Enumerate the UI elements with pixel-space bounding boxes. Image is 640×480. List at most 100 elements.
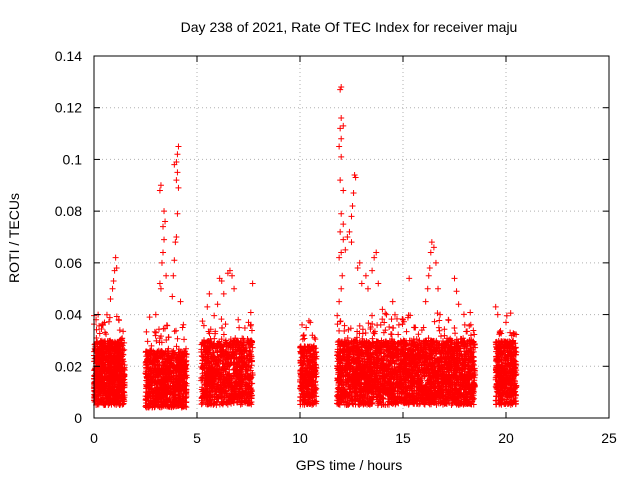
data-point	[116, 327, 123, 334]
data-point	[119, 335, 126, 342]
data-point	[99, 367, 106, 374]
data-point	[120, 328, 127, 335]
grid	[94, 56, 609, 418]
data-point	[179, 348, 186, 355]
data-point	[97, 339, 104, 346]
data-point	[153, 337, 160, 344]
data-point	[98, 396, 105, 403]
data-point	[105, 318, 112, 325]
data-point	[98, 325, 105, 332]
data-point	[103, 311, 110, 318]
data-point	[236, 324, 243, 331]
data-point	[108, 364, 115, 371]
roti-series	[91, 84, 520, 411]
data-point	[301, 335, 308, 342]
data-point	[92, 355, 99, 362]
data-point	[120, 400, 127, 407]
data-point	[248, 327, 255, 334]
data-point	[115, 349, 122, 356]
data-point	[463, 328, 470, 335]
data-point	[183, 345, 190, 352]
data-point	[171, 328, 178, 335]
data-point	[382, 310, 389, 317]
data-point	[431, 318, 438, 325]
data-point	[100, 383, 107, 390]
data-point	[163, 337, 170, 344]
data-point	[155, 326, 162, 333]
data-point	[99, 376, 106, 383]
data-point	[96, 322, 103, 329]
data-point	[118, 335, 125, 342]
data-point	[92, 371, 99, 378]
data-point	[97, 359, 104, 366]
data-point	[91, 392, 98, 399]
data-point	[117, 352, 124, 359]
data-point	[241, 325, 248, 332]
data-point	[370, 329, 377, 336]
data-point	[222, 321, 229, 328]
data-point	[300, 331, 307, 338]
data-point	[471, 331, 478, 338]
data-point	[247, 309, 254, 316]
data-point	[96, 330, 103, 337]
data-point	[93, 326, 100, 333]
data-point	[113, 379, 120, 386]
data-point	[117, 377, 124, 384]
data-point	[116, 356, 123, 363]
data-point	[114, 398, 121, 405]
data-point	[121, 346, 128, 353]
data-point	[100, 343, 107, 350]
data-point	[116, 384, 123, 391]
data-point	[113, 313, 120, 320]
data-point	[110, 391, 117, 398]
data-point	[218, 316, 225, 323]
data-point	[200, 322, 207, 329]
data-point	[105, 346, 112, 353]
data-point	[105, 381, 112, 388]
data-point	[117, 367, 124, 374]
data-point	[117, 394, 124, 401]
data-point	[181, 336, 188, 343]
data-point	[121, 361, 128, 368]
data-point	[434, 310, 441, 317]
data-point	[299, 336, 306, 343]
data-point	[103, 350, 110, 357]
data-point	[106, 341, 113, 348]
data-point	[104, 395, 111, 402]
data-point	[114, 345, 121, 352]
data-point	[117, 383, 124, 390]
data-point	[109, 386, 116, 393]
data-point	[109, 345, 116, 352]
data-point	[103, 331, 110, 338]
data-point	[115, 342, 122, 349]
data-point	[114, 374, 121, 381]
data-point	[174, 335, 181, 342]
data-point	[105, 385, 112, 392]
data-point	[105, 357, 112, 364]
data-point	[452, 330, 459, 337]
data-point	[143, 328, 150, 335]
data-point	[94, 368, 101, 375]
data-point	[104, 388, 111, 395]
data-point	[460, 311, 467, 318]
data-point	[107, 360, 114, 367]
data-point	[341, 328, 348, 335]
data-point	[356, 322, 363, 329]
data-point	[114, 359, 121, 366]
data-point	[211, 312, 218, 319]
data-point	[169, 348, 176, 355]
data-point	[173, 327, 180, 334]
data-point	[106, 314, 113, 321]
data-point	[93, 379, 100, 386]
data-point	[107, 370, 114, 377]
data-point	[436, 317, 443, 324]
data-point	[436, 327, 443, 334]
data-point	[97, 372, 104, 379]
data-point	[403, 328, 410, 335]
data-point	[113, 369, 120, 376]
data-point	[96, 353, 103, 360]
data-point	[144, 338, 151, 345]
data-point	[120, 374, 127, 381]
data-point	[109, 378, 116, 385]
